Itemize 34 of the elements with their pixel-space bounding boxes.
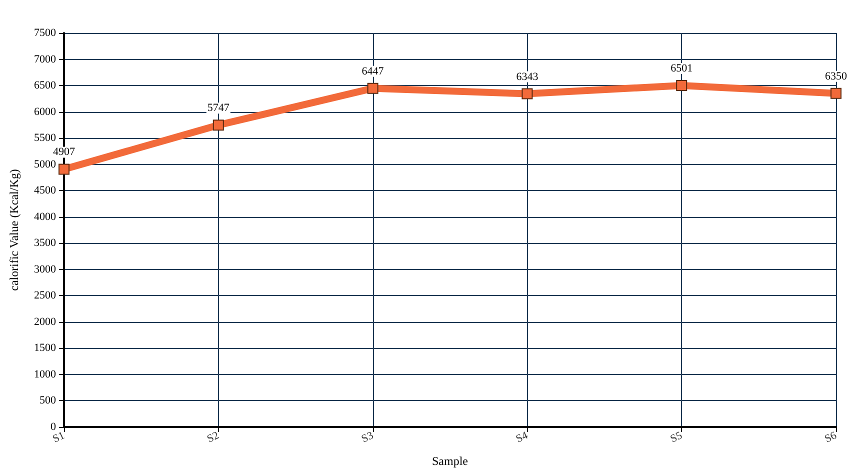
x-axis-title: Sample [432,454,468,468]
x-tick-label: S3 [360,429,376,446]
y-axis-title: calorific Value (Kcal/Kg) [7,169,21,291]
y-tick-label: 2000 [34,316,56,328]
y-tick-label: 3000 [34,263,56,276]
y-tick-label: 4500 [34,184,56,197]
y-tick-label: 7000 [34,53,56,66]
y-tick-label: 6500 [34,80,56,92]
y-tick-label: 1000 [34,368,56,380]
data-label: 6501 [670,62,693,74]
y-tick-label: 5500 [34,132,56,144]
y-tick-label: 4000 [34,210,56,223]
point [367,82,378,94]
y-tick-label: 1500 [34,342,56,354]
data-label: 6343 [516,70,539,83]
x-tick-label: S6 [822,429,839,446]
y-tick-label: 2500 [34,290,56,302]
x-tick-label: S5 [668,429,685,446]
point [58,164,70,175]
y-tick-label: 6000 [34,106,56,118]
data-label: 6447 [362,65,384,78]
point [522,88,533,100]
x-tick-label: S4 [514,429,530,446]
data-label: 5747 [207,102,230,114]
x-tick-label: S2 [205,430,221,446]
y-tick-label: 7500 [34,27,56,39]
data-label: 6350 [825,70,848,82]
data-label: 4907 [53,146,76,158]
y-tick-label: 5000 [34,158,56,170]
point [212,120,224,131]
point [830,88,842,99]
y-tick-label: 500 [40,394,56,407]
point [676,80,688,91]
y-tick-label: 3500 [34,237,56,250]
